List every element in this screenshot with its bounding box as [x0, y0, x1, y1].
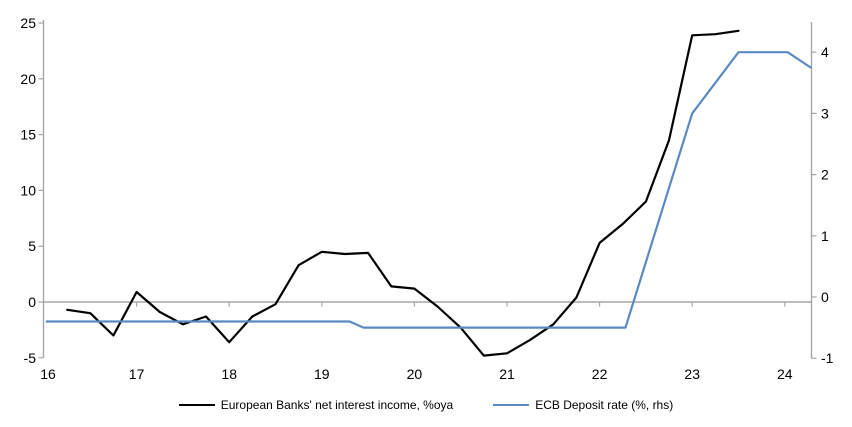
- left-axis-tick-label: 10: [20, 182, 36, 198]
- legend-label-ecb: ECB Deposit rate (%, rhs): [535, 398, 674, 412]
- legend-label-nii: European Banks' net interest income, %oy…: [220, 398, 454, 412]
- x-axis-tick-label: 19: [314, 366, 330, 382]
- right-axis-tick-label: 1: [821, 228, 829, 244]
- legend-swatch-nii-icon: [178, 404, 215, 406]
- series-ecb-line: [45, 51, 812, 329]
- x-axis-tick-label: 22: [592, 366, 608, 382]
- x-axis-tick-label: 17: [129, 366, 145, 382]
- legend-swatch-ecb-icon: [493, 404, 530, 406]
- right-axis-tick-label: 4: [821, 44, 829, 60]
- x-axis-tick-label: 18: [221, 366, 237, 382]
- series-nii-line: [66, 29, 740, 357]
- x-axis-tick-label: 23: [684, 366, 700, 382]
- x-axis-tick-label: 20: [407, 366, 423, 382]
- x-axis-tick-label: 21: [499, 366, 515, 382]
- left-axis-tick-label: 0: [28, 294, 36, 310]
- x-axis-labels: 16 17 18 19 20 21 22 23 24: [40, 366, 793, 382]
- right-axis: -1 0 1 2 3 4: [810, 22, 834, 366]
- x-axis-tick-label: 24: [777, 366, 793, 382]
- right-axis-tick-label: 3: [821, 105, 829, 121]
- legend-item-ecb: ECB Deposit rate (%, rhs): [493, 398, 673, 412]
- zero-gridline: [43, 301, 812, 307]
- left-axis-tick-label: 25: [20, 15, 36, 31]
- left-axis-tick-label: -5: [24, 350, 37, 366]
- right-axis-tick-label: 0: [821, 289, 829, 305]
- right-axis-tick-label: 2: [821, 167, 829, 183]
- left-axis: -5 0 5 10 15 20 25: [20, 15, 45, 366]
- legend: European Banks' net interest income, %oy…: [0, 392, 852, 418]
- x-axis-tick-label: 16: [40, 366, 56, 382]
- left-axis-tick-label: 5: [28, 238, 36, 254]
- left-axis-tick-label: 20: [20, 71, 36, 87]
- left-axis-tick-label: 15: [20, 127, 36, 143]
- legend-item-nii: European Banks' net interest income, %oy…: [178, 398, 454, 412]
- right-axis-tick-label: -1: [821, 350, 834, 366]
